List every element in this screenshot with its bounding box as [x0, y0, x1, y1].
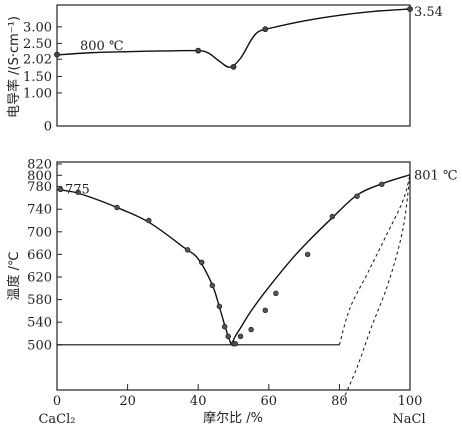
dashed-boundary-lower — [342, 174, 411, 401]
dashed-boundary-upper — [338, 174, 411, 345]
top-y-tick-label: 3.00 — [23, 20, 52, 35]
conductivity-point — [262, 26, 269, 33]
top-y-tick-label: 2.50 — [23, 37, 52, 52]
annotation-max-conductivity: 3.54 — [414, 5, 443, 20]
top-y-tick-label: 0 — [44, 120, 52, 135]
x-tick-label: 100 — [398, 394, 423, 409]
phase-point-right — [248, 326, 254, 333]
phase-point-left — [146, 217, 152, 224]
phase-point-right — [354, 193, 360, 199]
bottom-y-tick-label: 500 — [27, 338, 52, 353]
top-y-tick-label: 1.50 — [23, 70, 52, 85]
bottom-plot-frame — [56, 161, 411, 391]
phase-point-left — [184, 247, 191, 253]
x-tick-label: 40 — [190, 394, 207, 409]
top-y-tick-label: 1.00 — [23, 86, 52, 101]
phase-point-right — [232, 340, 238, 347]
bottom-y-tick-label: 700 — [27, 225, 52, 240]
phase-point-left — [114, 204, 120, 211]
bottom-y-tick-label: 580 — [27, 293, 52, 308]
phase-point-left — [221, 324, 228, 330]
x-tick-label: 0 — [53, 394, 61, 409]
bottom-y-tick-label: 740 — [27, 203, 52, 218]
x-axis-title: 摩尔比 /% — [203, 410, 263, 426]
bottom-y-tick-label: 660 — [27, 248, 52, 263]
phase-point-right — [273, 290, 279, 297]
conductivity-point — [54, 51, 60, 58]
bottom-y-tick-label: 780 — [27, 180, 52, 195]
top-y-axis-title: 电导率 /(S·cm⁻¹) — [6, 16, 22, 118]
phase-point-left — [225, 333, 231, 340]
annotation-775: 775 — [65, 182, 90, 197]
endpoint-label-cacl2: CaCl₂ — [38, 412, 75, 427]
phase-point-right — [379, 181, 385, 188]
top-plot-frame — [56, 4, 411, 127]
bottom-y-tick-label: 800 — [27, 169, 52, 184]
phase-point-right — [237, 333, 244, 340]
phase-point-right — [262, 307, 268, 314]
top-y-tick-label: 2.02 — [23, 53, 52, 68]
phase-point-left — [57, 186, 64, 193]
liquidus-left-curve — [56, 188, 233, 346]
phase-point-left — [209, 282, 216, 289]
conductivity-point — [407, 6, 413, 12]
conductivity-curve — [56, 8, 411, 68]
x-tick-label: 20 — [119, 394, 136, 409]
x-tick-label: 80 — [331, 394, 348, 409]
phase-point-left — [216, 303, 223, 310]
bottom-y-tick-label: 620 — [27, 271, 52, 286]
endpoint-label-nacl: NaCl — [392, 412, 425, 427]
bottom-y-tick-label: 820 — [27, 158, 52, 173]
phase-point-right — [304, 251, 311, 258]
phase-point-left — [75, 189, 81, 195]
annotation-800c: 800 ℃ — [80, 39, 124, 54]
phase-point-right — [329, 213, 336, 220]
x-tick-label: 60 — [261, 394, 278, 409]
bottom-y-tick-label: 540 — [27, 316, 52, 331]
annotation-801c: 801 ℃ — [414, 169, 458, 184]
conductivity-point — [230, 63, 237, 70]
bottom-y-axis-title: 温度 /℃ — [6, 251, 22, 300]
conductivity-point — [195, 47, 202, 54]
liquidus-right-curve — [230, 174, 411, 346]
phase-point-left — [199, 259, 205, 266]
